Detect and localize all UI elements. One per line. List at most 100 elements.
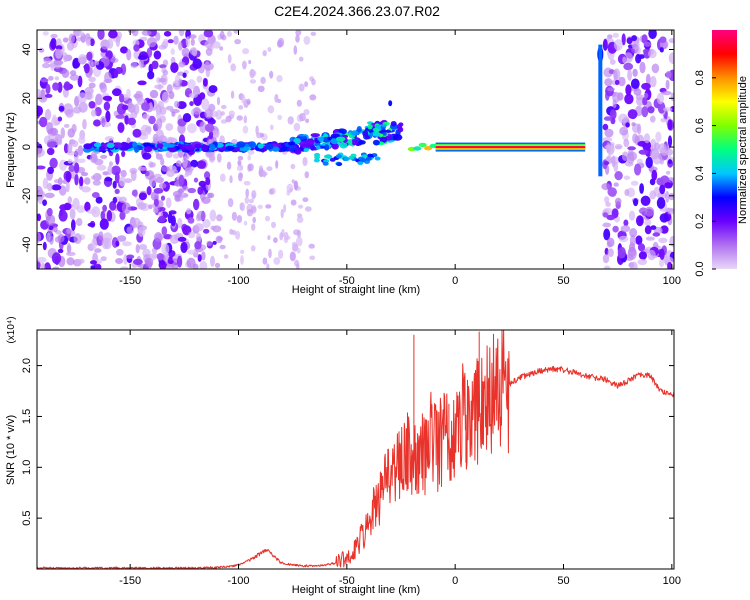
heatmap-cell (106, 142, 115, 148)
heatmap-cell (372, 139, 380, 146)
heatmap-cell (88, 101, 96, 109)
heatmap-cell (265, 143, 274, 150)
heatmap-cell (74, 174, 79, 186)
heatmap-cell (669, 235, 674, 247)
heatmap-cell (335, 154, 342, 159)
heatmap-cell (187, 249, 197, 255)
heatmap-cell (251, 193, 256, 200)
heatmap-cell (95, 196, 103, 204)
heatmap-cell (87, 222, 96, 227)
heatmap-cell (623, 62, 634, 71)
heatmap-cell (225, 115, 232, 123)
heatmap-cell (69, 208, 76, 220)
heatmap-cell (102, 232, 113, 242)
heatmap-cell (298, 83, 305, 92)
heatmap-cell (91, 192, 100, 198)
heatmap-cell (137, 226, 146, 237)
heatmap-cell (67, 196, 73, 204)
heatmap-cell (44, 108, 52, 121)
heatmap-cell (99, 143, 109, 147)
heatmap-cell (84, 63, 90, 74)
heatmap-cell (194, 223, 204, 232)
heatmap-cell (614, 143, 623, 150)
heatmap-cell (180, 241, 188, 254)
heatmap-cell (668, 193, 674, 201)
heatmap-cell (602, 254, 610, 264)
heatmap-cell (633, 88, 642, 96)
heatmap-cell (57, 177, 63, 186)
spectrogram-x-tick-label: 0 (452, 275, 458, 287)
heatmap-cell (309, 255, 316, 261)
heatmap-cell (130, 169, 137, 182)
heatmap-cell (656, 92, 665, 105)
heatmap-cell (262, 170, 267, 178)
heatmap-cell (667, 261, 673, 269)
heatmap-cell (165, 105, 174, 111)
heatmap-cell (214, 262, 221, 269)
heatmap-cell (219, 244, 226, 250)
heatmap-cell (140, 124, 151, 136)
spectrogram-y-tick-label: 0 (21, 144, 33, 150)
heatmap-cell (304, 81, 309, 88)
heatmap-cell (65, 109, 74, 118)
heatmap-cell (60, 127, 65, 139)
heatmap-cell (641, 106, 649, 118)
heatmap-cell (116, 248, 124, 256)
heatmap-cell (186, 257, 196, 269)
heatmap-cell (188, 231, 196, 239)
heatmap-cell (107, 165, 113, 176)
heatmap-cell (78, 136, 86, 144)
heatmap-cell (68, 33, 76, 44)
snr-x-tick-label: 100 (663, 575, 681, 587)
colorbar-tick-label: 0.4 (694, 166, 706, 181)
heatmap-cell (121, 141, 127, 148)
heatmap-cell (418, 142, 427, 148)
heatmap-cell (244, 196, 250, 204)
snr-y-label: SNR (10 * v/v) (5, 415, 17, 485)
heatmap-cell (142, 113, 151, 120)
heatmap-cell (165, 263, 173, 269)
spectrogram-x-tick-label: -100 (227, 275, 249, 287)
heatmap-cell (93, 119, 101, 127)
heatmap-cell (161, 243, 170, 255)
heatmap-cell (148, 204, 153, 210)
heatmap-cell (641, 82, 651, 90)
heatmap-cell (614, 171, 623, 181)
heatmap-cell (667, 119, 673, 131)
heatmap-cell (659, 47, 664, 53)
heatmap-cell (61, 69, 70, 78)
spectrogram-image (37, 30, 674, 269)
heatmap-cell (625, 84, 632, 96)
snr-plot-area (37, 330, 674, 569)
heatmap-cell (336, 162, 343, 167)
heatmap-cell (211, 130, 219, 138)
heatmap-cell (80, 172, 89, 177)
heatmap-cell (262, 257, 268, 265)
heatmap-cell (227, 198, 234, 208)
heatmap-cell (102, 95, 112, 101)
heatmap-cell (243, 115, 247, 124)
heatmap-cell (184, 167, 194, 173)
heatmap-cell (193, 106, 201, 115)
heatmap-cell (167, 256, 174, 265)
heatmap-cell (193, 198, 200, 211)
heatmap-cell (257, 85, 265, 93)
heatmap-cell (220, 119, 228, 124)
heatmap-cell (239, 172, 244, 179)
heatmap-cell (181, 147, 187, 151)
heatmap-cell (229, 175, 233, 184)
heatmap-cell (169, 234, 180, 244)
heatmap-cell (316, 145, 321, 150)
heatmap-cell (630, 78, 640, 90)
heatmap-cell (173, 35, 179, 45)
heatmap-cell (189, 34, 197, 39)
heatmap-cell (390, 121, 397, 127)
heatmap-cell (220, 111, 225, 116)
heatmap-cell (248, 59, 252, 65)
heatmap-cell (93, 142, 101, 148)
heatmap-cell (209, 209, 217, 222)
heatmap-cell (178, 78, 183, 84)
heatmap-cell (660, 118, 667, 123)
heatmap-cell (637, 140, 647, 147)
heatmap-cell (255, 125, 259, 135)
